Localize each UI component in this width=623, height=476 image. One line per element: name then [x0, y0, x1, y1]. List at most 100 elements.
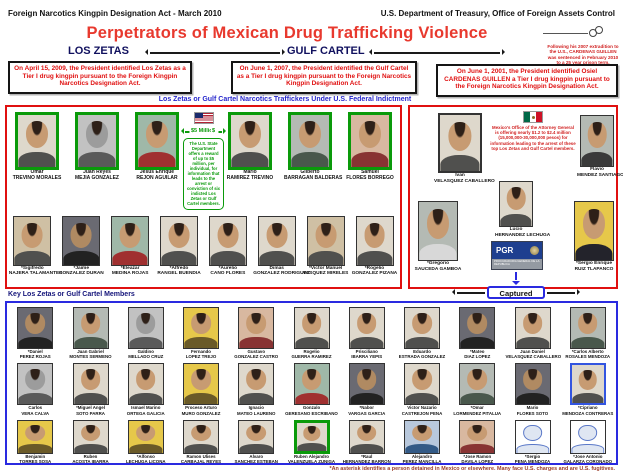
person-first-name: *Eleazar — [120, 265, 140, 271]
person-first-name: *Jose Ramon — [463, 453, 492, 459]
designation-box-cardenas: On June 1, 2001, the President identifie… — [436, 64, 618, 97]
person-last-name: VASQUEZ MIRELES — [302, 271, 349, 277]
mugshot-photo — [288, 112, 332, 170]
person-last-name: CARBAJAL REYES — [180, 459, 222, 465]
person-first-name: *Sigifredo — [21, 265, 44, 271]
person-first-name: Alvaro — [249, 453, 264, 459]
person-card: *Omar LORMENDEZ PITALUA — [450, 363, 504, 416]
person-last-name: GONZALEZ DURAN — [58, 271, 104, 277]
mugshot-photo — [183, 307, 219, 349]
person-first-name: Juan Reyes — [83, 169, 111, 175]
person-first-name: Fernando — [190, 349, 211, 354]
person-first-name: *Sergio Enrique — [576, 261, 612, 266]
person-card: Alejandro PEREZ MANCILLA — [395, 419, 449, 464]
down-arrow-icon — [512, 272, 520, 285]
mugshot-photo — [514, 307, 551, 349]
mugshot-photo — [459, 307, 496, 349]
person-card: *Aurelio CANO FLORES — [204, 215, 251, 277]
person-card: *Sergio Enrique RUIZ TLAPANCO — [570, 201, 618, 272]
person-first-name: Juan Gabriel — [77, 349, 104, 354]
person-card: *Victor Manuel VASQUEZ MIRELES — [302, 215, 349, 277]
key-members-row-3: Benjamin TORRES SOSA Ruben ACOSTA IBARRA… — [7, 416, 616, 464]
header-right: U.S. Department of Treasury, Office of F… — [380, 9, 615, 18]
mugshot-photo — [348, 419, 385, 454]
person-card: Lucio HERNANDEZ LECHUGA — [495, 181, 551, 238]
person-card: *Sigifredo NAJERA TALAMANTES — [9, 215, 62, 277]
person-card: Galdino MELLADO CRUZ — [119, 307, 173, 359]
person-card: Eduardo ESTRADA GONZALEZ — [395, 307, 449, 359]
mugshot-photo — [72, 363, 109, 406]
reward-double-arrow-icon: $ $5 Million $ — [181, 127, 226, 134]
mugshot-photo — [438, 113, 482, 173]
person-first-name: Lucio — [509, 227, 523, 232]
mugshot-photo — [293, 419, 330, 454]
mugshot-photo — [17, 307, 54, 349]
person-last-name: VERA CALVA — [21, 410, 50, 416]
mugshot-photo — [348, 112, 392, 170]
mugshot-photo — [127, 307, 164, 349]
person-card: Omar TREVINO MORALES — [11, 112, 63, 182]
mugshot-photo — [72, 307, 109, 349]
person-first-name: Ramon Ulises — [186, 453, 216, 459]
person-card: Prisciliano IBARRA YEPIS — [340, 307, 394, 359]
mexico-reward-text: Mexico's Office of the Attorney General … — [490, 125, 576, 151]
person-first-name: Samuel — [361, 169, 379, 175]
person-first-name: *Alfredo — [169, 265, 189, 271]
person-first-name: *Carlos Alberto — [571, 349, 604, 354]
person-card: Ignacio MATEO LAURENO — [229, 363, 283, 416]
mugshot-photo — [208, 215, 247, 266]
person-last-name: FLORES BORREGO — [346, 174, 394, 181]
mugshot-photo — [183, 363, 219, 406]
person-card: *Sergio PENA MENDOZA — [506, 419, 560, 465]
person-first-name: Ignacio — [248, 405, 264, 411]
mexico-flag-icon — [523, 111, 543, 123]
person-card: Gilberto BARRAGAN BALDERAS — [284, 112, 342, 182]
person-card: *Carlos Alberto ROSALES MENDOZA — [561, 307, 615, 359]
person-card: Victor Nazario CASTREJON PENA — [395, 363, 449, 416]
person-card: Mario RAMIREZ TREVINO — [224, 112, 276, 182]
mugshot-photo — [238, 363, 275, 406]
person-card: Ruben ACOSTA IBARRA — [64, 419, 118, 464]
mexico-reward-panel: Ivan VELASQUEZ CABALLERO Mexico's Office… — [408, 105, 623, 299]
person-last-name: GERESANO ESCRIBANO — [285, 410, 338, 416]
person-card: *Jose Antonio GALARZA CORONADO — [561, 419, 615, 464]
person-first-name: Ismael Marino — [131, 405, 161, 411]
mugshot-photo — [127, 419, 164, 454]
us-reward-block: $ $5 Million $ The U.S. State Department… — [181, 112, 226, 210]
person-last-name: HERNANDEZ LECHUGA — [495, 232, 551, 238]
person-last-name: DIAZ LOPEZ — [464, 354, 491, 360]
mugshot-photo — [183, 419, 219, 454]
indicted-panel: Omar TREVINO MORALES Juan Reyes MEJIA GO… — [5, 105, 402, 289]
person-card: *Rogelio GONZALEZ PIZANA — [351, 215, 398, 277]
person-first-name: Eduardo — [413, 349, 431, 354]
dollar-sign: $ — [210, 128, 216, 134]
person-last-name: CASTREJON PENA — [401, 410, 443, 416]
person-last-name: MONTES SERMENO — [69, 354, 112, 360]
person-card: *Daniel PEREZ ROJAS — [8, 307, 62, 359]
poster-title: Perpetrators of Mexican Drug Trafficking… — [86, 24, 488, 42]
person-last-name: TORRES SOSA — [19, 459, 52, 465]
mugshot-photo — [238, 307, 275, 349]
left-arrow-icon — [452, 289, 485, 295]
person-last-name: PENA MENDOZA — [514, 459, 551, 465]
mugshot-photo — [293, 307, 330, 349]
indicted-section-heading: Los Zetas or Gulf Cartel Narcotics Traff… — [158, 96, 412, 103]
person-last-name: ESTRADA GONZALEZ — [398, 354, 446, 360]
person-card: Samuel FLORES BORREGO — [344, 112, 396, 182]
key-members-heading: Key Los Zetas or Gulf Cartel Members — [8, 291, 135, 298]
cardenas-sentence-note: Following his 2007 extradition to the U.… — [547, 44, 619, 66]
person-first-name: *Victor Manuel — [309, 265, 343, 271]
reward-amount-label: $5 Million — [188, 127, 219, 134]
person-first-name: Mario — [243, 169, 257, 175]
mugshot-photo — [514, 419, 551, 454]
person-first-name: Alejandro — [411, 453, 433, 459]
person-card: *Mateo DIAZ LOPEZ — [450, 307, 504, 359]
person-last-name: MENDEZ SANTIAGO — [577, 172, 623, 178]
person-last-name: PEREZ ROJAS — [19, 354, 51, 360]
person-first-name: Carlos — [28, 405, 43, 411]
key-members-row-1: *Daniel PEREZ ROJAS Juan Gabriel MONTES … — [7, 303, 616, 359]
person-card: Ismael Marino ORTEGA GALICIA — [119, 363, 173, 416]
group-label-gulf-cartel: GULF CARTEL — [287, 45, 365, 57]
person-last-name: VARGAS GARCIA — [348, 410, 386, 416]
person-card: *Jose Ramon DAVILA LOPEZ — [450, 419, 504, 464]
